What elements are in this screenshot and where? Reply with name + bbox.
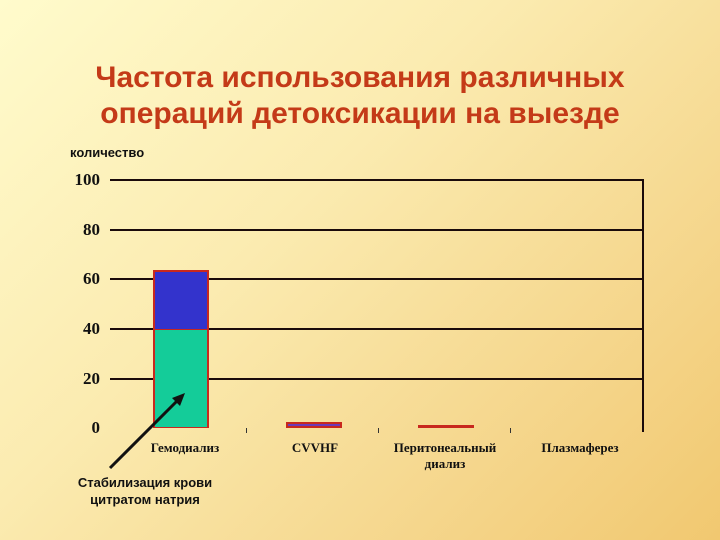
gridline-60: [110, 278, 643, 280]
y-tick-40: 40: [83, 319, 100, 338]
y-axis-label: количество: [70, 145, 145, 160]
x-label-peritoneal-line1: Перитонеальный: [393, 440, 497, 455]
right-axis-line: [642, 179, 644, 432]
x-label-peritoneal-line2: диализ: [424, 456, 466, 471]
y-tick-20: 20: [83, 369, 100, 388]
category-tick: [378, 428, 379, 433]
annotation-line-1: Стабилизация крови: [77, 475, 213, 490]
x-label-plasmapheresis: Плазмаферез: [541, 440, 619, 455]
y-tick-0: 0: [91, 418, 101, 437]
y-tick-80: 80: [83, 220, 100, 239]
x-label-peritoneal-dialysis: Перитонеальный диализ: [380, 440, 510, 472]
bar-segment-blue: [155, 272, 207, 329]
title-line-2: операций детоксикации на выезде: [100, 97, 620, 130]
bar-peritoneal-dialysis: [418, 425, 474, 428]
annotation-line-2: цитратом натрия: [90, 492, 200, 507]
category-tick: [246, 428, 247, 433]
x-label-cvvhf: CVVHF: [291, 440, 339, 455]
y-tick-100: 100: [74, 170, 101, 189]
title-line-1: Частота использования различных: [95, 61, 625, 94]
x-label-hemodialysis: Гемодиализ: [150, 440, 220, 455]
y-tick-60: 60: [83, 269, 100, 288]
gridline-100: [110, 179, 643, 181]
gridline-80: [110, 229, 643, 231]
bar-segment-teal: [155, 329, 207, 427]
gridline-20: [110, 378, 643, 380]
annotation-citrate: Стабилизация крови цитратом натрия: [45, 474, 245, 508]
bar-cvvhf: [286, 422, 342, 428]
slide-title: Частота использования различных операций…: [0, 60, 720, 132]
gridline-40: [110, 328, 643, 330]
category-tick: [510, 428, 511, 433]
bar-hemodialysis: [153, 270, 209, 428]
